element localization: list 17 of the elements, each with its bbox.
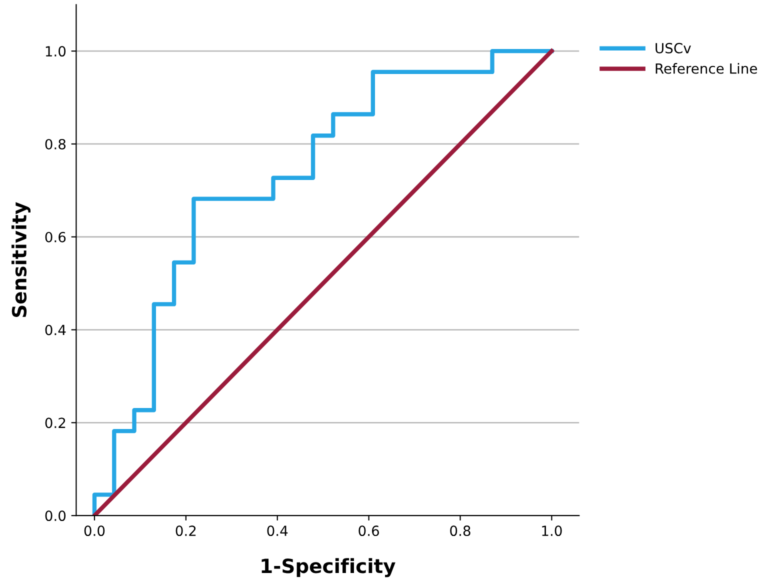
y-tick-label: 0.4 <box>45 324 66 336</box>
x-tick-label: 0.4 <box>267 526 288 536</box>
legend-label: Reference Line <box>656 63 758 74</box>
x-tick-label: 0.2 <box>176 526 196 536</box>
y-tick-label: 0.6 <box>45 232 66 242</box>
y-tick-label: 1.0 <box>46 46 66 57</box>
y-axis-title: Sensitivity <box>12 202 30 317</box>
x-tick-label: 1.0 <box>542 526 562 536</box>
x-tick-label: 0.8 <box>450 526 470 536</box>
legend-label: USCv <box>656 42 691 54</box>
x-axis-title: 1-Specificity <box>262 558 396 578</box>
x-tick-label: 0.0 <box>84 526 105 536</box>
y-tick-label: 0.8 <box>45 138 66 150</box>
y-tick-label: 0.2 <box>45 418 66 428</box>
line-series <box>92 48 554 516</box>
x-tick-label: 0.6 <box>358 526 379 536</box>
y-tick-label: 0.0 <box>45 510 66 522</box>
